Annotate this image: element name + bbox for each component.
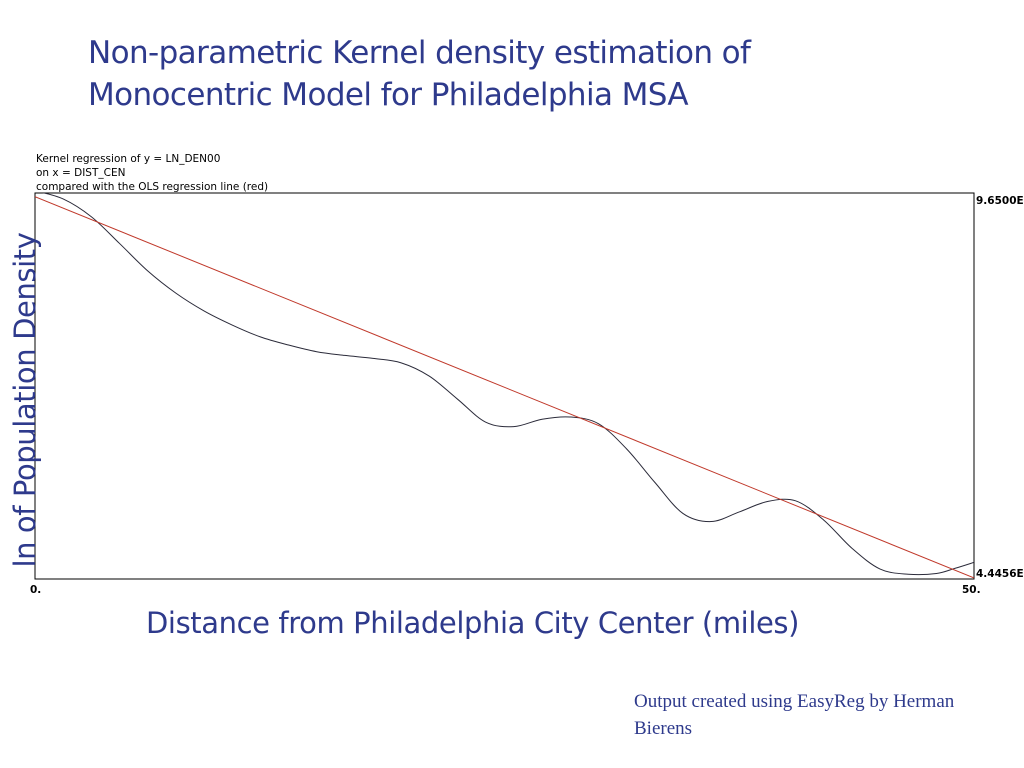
kernel-regression-line — [42, 193, 974, 576]
chart-header: Kernel regression of y = LN_DEN00 on x =… — [36, 152, 268, 194]
slide-title-line-1: Non-parametric Kernel density estimation… — [88, 35, 751, 71]
plot-frame — [34, 192, 975, 580]
x-tick-label-min: 0. — [30, 584, 41, 596]
y-tick-label-max: 9.6500E — [976, 195, 1024, 207]
x-axis-label: Distance from Philadelphia City Center (… — [146, 606, 800, 640]
slide-title: Non-parametric Kernel density estimation… — [88, 32, 948, 116]
chart-header-line-3: compared with the OLS regression line (r… — [36, 181, 269, 193]
chart-header-line-2: on x = DIST_CEN — [36, 167, 126, 179]
ols-regression-line — [35, 196, 974, 579]
slide-title-line-2: Monocentric Model for Philadelphia MSA — [88, 77, 689, 113]
chart-header-line-1: Kernel regression of y = LN_DEN00 — [36, 153, 221, 165]
credit-note: Output created using EasyReg by Herman B… — [634, 691, 955, 739]
series-layer — [35, 193, 974, 579]
y-tick-label-min: 4.4456E — [976, 568, 1024, 580]
x-tick-label-max: 50. — [962, 584, 981, 596]
y-axis-label: ln of Population Density — [8, 232, 42, 568]
